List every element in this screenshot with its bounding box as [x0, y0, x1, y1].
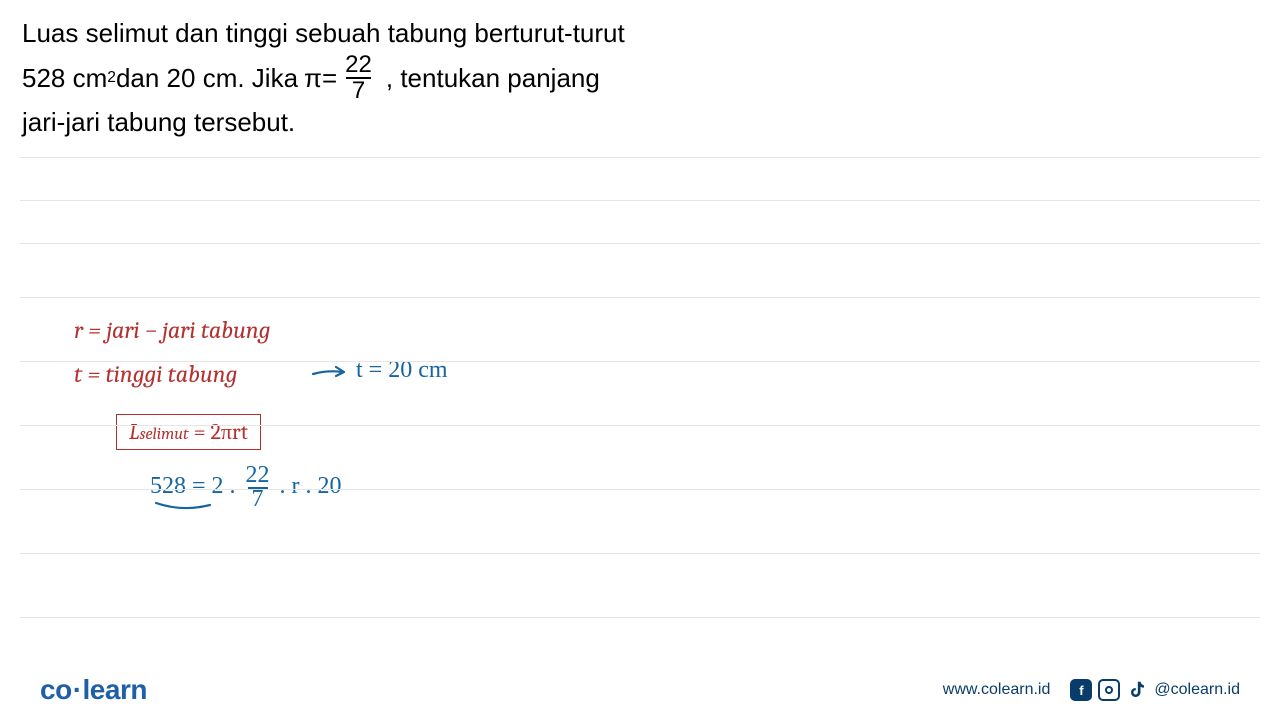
definition-t: t = tinggi tabung [74, 360, 237, 388]
horizontal-rule [20, 243, 1260, 244]
formula-content: Lselimut = 2πrt [129, 419, 248, 445]
horizontal-rule [20, 200, 1260, 201]
question-line-2: 528 cm2 dan 20 cm. Jika π= 22 7 , tentuk… [22, 53, 1258, 103]
question-area: Luas selimut dan tinggi sebuah tabung be… [0, 0, 1280, 152]
def-r-text: r = jari − jari tabung [74, 316, 271, 344]
horizontal-rule [20, 489, 1260, 490]
horizontal-rule [20, 553, 1260, 554]
footer-handle: @colearn.id [1154, 681, 1240, 699]
logo: co·learn [40, 674, 147, 706]
logo-co: co [40, 674, 72, 705]
instagram-inner-icon [1105, 686, 1113, 694]
q-line2-b: dan 20 cm. Jika [116, 59, 298, 98]
fraction-22-7: 22 7 [341, 53, 376, 103]
q-line2-c: , tentukan panjang [386, 59, 600, 98]
q-line3-text: jari-jari tabung tersebut. [22, 103, 295, 142]
question-line-3: jari-jari tabung tersebut. [22, 103, 1258, 142]
formula-box: Lselimut = 2πrt [116, 414, 261, 450]
question-line-1: Luas selimut dan tinggi sebuah tabung be… [22, 14, 1258, 53]
formula-L: L [129, 419, 139, 445]
fraction-num: 22 [341, 53, 376, 77]
q-sup: 2 [107, 66, 116, 89]
pi-symbol: π= [304, 59, 337, 98]
calc-b: . r . 20 [274, 473, 342, 499]
logo-learn: learn [83, 674, 147, 705]
definition-r: r = jari − jari tabung [74, 316, 271, 344]
footer-right: www.colearn.id f @colearn.id [943, 679, 1240, 701]
def-t-text: t = tinggi tabung [74, 360, 237, 388]
hand-fraction: 227 [244, 465, 272, 510]
formula-rest: = 2πrt [189, 419, 248, 445]
tiktok-icon [1126, 679, 1148, 701]
formula-sub: selimut [139, 425, 188, 444]
horizontal-rule [20, 361, 1260, 362]
horizontal-rule [20, 157, 1260, 158]
footer-url: www.colearn.id [943, 681, 1051, 699]
calc-den: 7 [248, 487, 268, 511]
horizontal-rule [20, 297, 1260, 298]
social-icons: f @colearn.id [1070, 679, 1240, 701]
calc-num: 22 [244, 465, 272, 487]
horizontal-rule [20, 617, 1260, 618]
calc-a: 528 = 2 . [150, 473, 242, 499]
pi-equals: π= 22 7 [304, 53, 380, 103]
instagram-icon [1098, 679, 1120, 701]
fraction-den: 7 [346, 77, 371, 103]
logo-dot: · [73, 674, 82, 705]
footer: co·learn www.colearn.id f @colearn.id [0, 660, 1280, 720]
facebook-icon: f [1070, 679, 1092, 701]
underline-stroke [153, 499, 213, 518]
q-line2-a: 528 cm [22, 59, 107, 98]
arrow-icon [310, 362, 350, 387]
horizontal-rule [20, 425, 1260, 426]
q-line1-text: Luas selimut dan tinggi sebuah tabung be… [22, 14, 625, 53]
